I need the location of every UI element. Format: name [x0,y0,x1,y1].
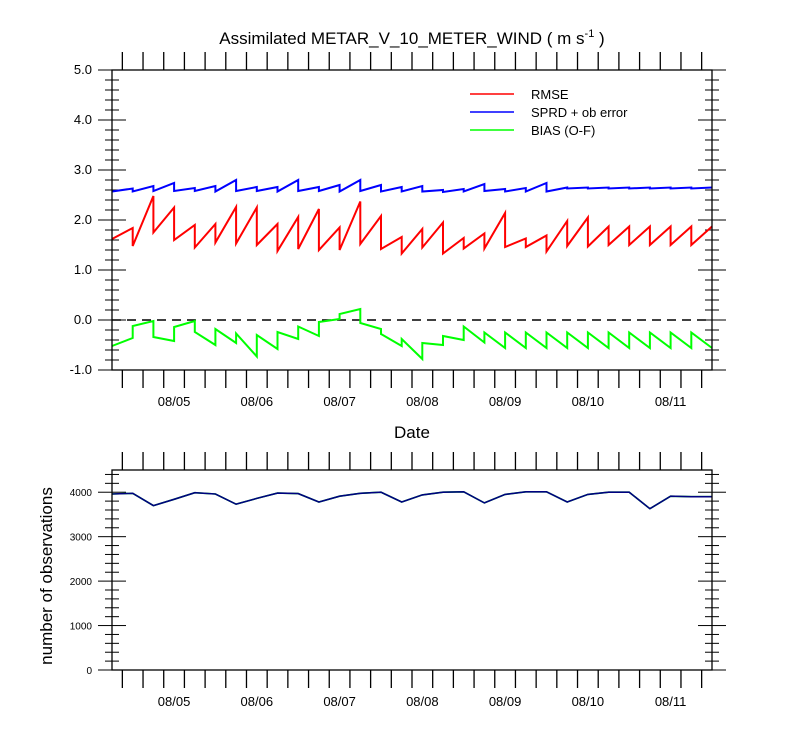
top-plot-frame [111,69,713,371]
top-x-tick-labels: 08/05 08/06 08/07 08/08 08/09 08/10 08/11 [158,394,687,409]
bottom-x-tick-labels: 08/05 08/06 08/07 08/08 08/09 08/10 08/11 [158,694,687,709]
series-line-1 [111,178,713,194]
bottom-ticks [98,452,726,688]
top-chart: Assimilated METAR_V_10_METER_WIND ( m s-… [70,28,726,442]
chart-title: Assimilated METAR_V_10_METER_WIND ( m s-… [219,28,604,48]
series-line-2 [111,307,713,362]
top-y-tick-labels: -1.0 0.0 1.0 2.0 3.0 4.0 5.0 [70,62,92,377]
y-tick-label: 1000 [70,622,93,633]
x-tick-label: 08/10 [572,394,605,409]
y-tick-label: -1.0 [70,362,92,377]
x-tick-label: 08/11 [655,394,687,409]
x-tick-label: 08/09 [489,394,522,409]
x-tick-label: 08/08 [406,394,439,409]
series-line-0 [111,195,713,257]
y-tick-label: 2.0 [74,212,92,227]
x-tick-label: 08/07 [323,394,356,409]
y-tick-label: 2000 [70,577,93,588]
y-tick-label: 3.0 [74,162,92,177]
legend: RMSE SPRD + ob error BIAS (O-F) [470,87,628,138]
bottom-y-tick-labels: 0 1000 2000 3000 4000 [70,488,93,677]
legend-label: SPRD + ob error [531,105,628,120]
top-ticks [98,52,726,388]
x-tick-label: 08/08 [406,694,439,709]
x-tick-label: 08/09 [489,694,522,709]
top-series-lines [111,178,713,362]
x-tick-label: 08/10 [572,694,605,709]
x-axis-label: Date [394,423,430,442]
x-tick-label: 08/11 [655,694,687,709]
y-tick-label: 4.0 [74,112,92,127]
y-tick-label: 5.0 [74,62,92,77]
bottom-series-lines [111,490,712,510]
x-tick-label: 08/07 [323,694,356,709]
x-tick-label: 08/05 [158,394,191,409]
legend-label: RMSE [531,87,569,102]
y-tick-label: 0.0 [74,312,92,327]
bottom-plot-frame [111,469,713,671]
y-tick-label: 4000 [70,488,93,499]
x-tick-label: 08/06 [241,394,274,409]
y-tick-label: 0 [86,666,92,677]
y-axis-label: number of observations [37,487,56,665]
legend-label: BIAS (O-F) [531,123,595,138]
series-line-0 [111,490,712,510]
x-tick-label: 08/05 [158,694,191,709]
y-tick-label: 3000 [70,533,93,544]
y-tick-label: 1.0 [74,262,92,277]
series-line-1 [111,490,712,510]
x-tick-label: 08/06 [241,694,274,709]
